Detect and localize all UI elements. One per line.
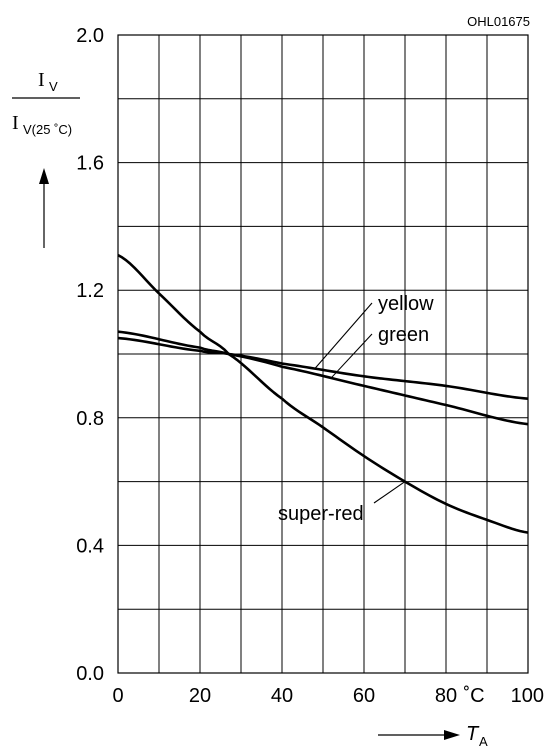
series-label-yellow: yellow [378,293,434,315]
leader-line-green [330,333,373,379]
y-tick-label: 0.4 [76,535,104,557]
y-tick-label: 1.6 [76,153,104,175]
series-line-super-red [117,253,529,534]
y-label-numerator: I [38,69,45,91]
x-axis-label: T A ˚C [378,685,488,749]
x-label-unit: ˚C [463,685,484,707]
leader-line-super-red [373,481,406,504]
series-line-green [117,330,529,426]
y-axis-label: I V I V(25 ˚C) [12,69,80,248]
x-tick-label: 40 [271,685,293,707]
label-leaders: yellow green super-red [278,293,434,525]
grid-lines [118,35,528,673]
y-tick-label: 0.8 [76,408,104,430]
series-label-green: green [378,324,429,346]
y-label-arrow-head [39,168,49,184]
x-tick-label: 20 [189,685,211,707]
leader-line-yellow [314,302,373,369]
x-tick-label: 0 [112,685,123,707]
tick-labels: 0.0 0.4 0.8 1.2 1.6 2.0 0 20 40 60 80 100 [76,25,544,707]
series-label-super-red: super-red [278,503,364,525]
y-tick-label: 0.0 [76,663,104,685]
series-line-yellow [117,336,529,400]
plot-frame [117,34,529,674]
x-label-arrow-head [444,730,460,740]
x-tick-label: 60 [353,685,375,707]
y-tick-label: 2.0 [76,25,104,47]
x-label-symbol: T [466,723,480,745]
y-label-denominator: I [12,112,19,134]
x-tick-label: 100 [511,685,544,707]
figure-code: OHL01675 [467,14,530,29]
series-group [117,253,529,534]
y-label-denominator-sub: V(25 ˚C) [23,122,72,137]
y-tick-label: 1.2 [76,280,104,302]
y-label-numerator-sub: V [49,79,58,94]
x-tick-label: 80 [435,685,457,707]
x-label-sub: A [479,734,488,749]
